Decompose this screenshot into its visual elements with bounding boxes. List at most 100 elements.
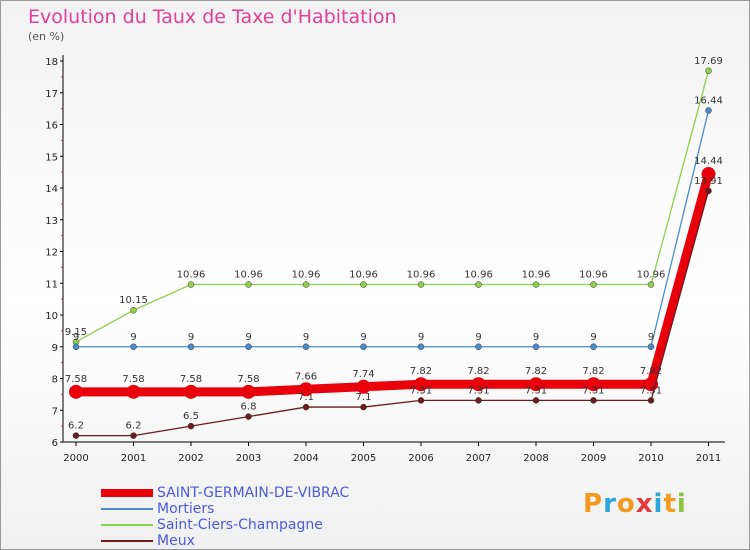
- data-point-mortiers: [187, 343, 195, 350]
- data-label-saint-germain-de-vibrac: 7.82: [410, 366, 432, 377]
- x-tick-label: 2008: [523, 453, 548, 464]
- logo-letter: r: [603, 489, 617, 519]
- data-point-saint-germain-de-vibrac: [241, 384, 256, 399]
- x-tick-label: 2006: [408, 453, 433, 464]
- logo-letter: t: [663, 489, 677, 519]
- data-point-saint-germain-de-vibrac: [701, 167, 716, 182]
- data-label-saint-germain-de-vibrac: 7.58: [180, 374, 202, 385]
- data-label-meux: 7.31: [467, 385, 489, 396]
- data-point-saint-germain-de-vibrac: [586, 377, 601, 392]
- data-label-meux: 7.1: [356, 392, 372, 403]
- y-tick-label: 8: [52, 375, 58, 386]
- data-point-mortiers: [72, 343, 80, 350]
- data-label-mortiers: 9: [303, 332, 309, 343]
- data-label-saint-germain-de-vibrac: 7.82: [467, 366, 489, 377]
- y-tick-label: 16: [45, 121, 58, 132]
- x-tick-label: 2009: [581, 453, 606, 464]
- series-line-saint-ciers-champagne: [75, 70, 710, 343]
- data-point-saint-germain-de-vibrac: [414, 377, 428, 392]
- data-label-mortiers: 9: [648, 332, 654, 343]
- data-label-mortiers: 9: [418, 332, 424, 343]
- data-point-mortiers: [130, 343, 137, 350]
- y-tick-label: 9: [52, 343, 58, 354]
- x-tick-label: 2010: [638, 453, 663, 464]
- data-point-saint-germain-de-vibrac: [184, 384, 198, 399]
- data-point-meux: [360, 403, 367, 411]
- x-tick-label: 2004: [293, 453, 318, 464]
- data-point-meux: [647, 397, 655, 404]
- logo-letter: i: [676, 489, 687, 519]
- logo-letter: x: [635, 489, 654, 519]
- data-label-mortiers: 9: [475, 332, 481, 343]
- data-point-saint-ciers-champagne: [245, 281, 252, 288]
- data-point-meux: [532, 397, 540, 404]
- x-tick-label: 2001: [121, 453, 146, 464]
- y-tick-label: 17: [45, 89, 58, 100]
- data-point-saint-ciers-champagne: [705, 67, 712, 75]
- data-point-meux: [245, 413, 252, 420]
- data-point-mortiers: [532, 343, 540, 350]
- data-point-saint-ciers-champagne: [590, 281, 597, 288]
- data-point-saint-ciers-champagne: [130, 306, 137, 314]
- legend-swatch: [101, 524, 153, 526]
- y-tick-label: 12: [45, 248, 58, 259]
- data-point-meux: [417, 397, 425, 404]
- y-tick-label: 15: [45, 152, 58, 163]
- data-label-mortiers: 9: [533, 332, 539, 343]
- data-point-meux: [187, 422, 195, 430]
- data-point-saint-germain-de-vibrac: [471, 377, 486, 392]
- data-label-meux: 7.31: [525, 385, 547, 396]
- data-point-saint-ciers-champagne: [532, 281, 540, 288]
- data-label-saint-ciers-champagne: 10.96: [292, 270, 321, 281]
- data-point-meux: [475, 397, 482, 404]
- data-label-saint-ciers-champagne: 10.15: [119, 295, 148, 306]
- data-label-saint-germain-de-vibrac: 7.58: [122, 374, 144, 385]
- x-tick-label: 2007: [466, 453, 491, 464]
- data-point-meux: [302, 403, 310, 411]
- legend-label: SAINT-GERMAIN-DE-VIBRAC: [157, 485, 350, 501]
- data-label-meux: 6.2: [68, 421, 84, 432]
- data-label-saint-ciers-champagne: 10.96: [349, 270, 378, 281]
- data-label-mortiers: 9: [245, 332, 251, 343]
- data-label-saint-ciers-champagne: 10.96: [579, 270, 608, 281]
- data-point-meux: [72, 432, 80, 439]
- data-label-saint-germain-de-vibrac: 7.82: [525, 366, 547, 377]
- data-label-meux: 7.1: [298, 392, 314, 403]
- legend-swatch: [101, 540, 153, 542]
- data-label-saint-germain-de-vibrac: 14.44: [694, 156, 723, 167]
- data-label-mortiers: 9: [590, 332, 596, 343]
- data-point-mortiers: [705, 107, 712, 114]
- data-point-saint-ciers-champagne: [475, 281, 482, 288]
- data-point-mortiers: [245, 343, 252, 350]
- x-tick-label: 2005: [351, 453, 376, 464]
- data-point-saint-germain-de-vibrac: [529, 377, 543, 392]
- y-tick-label: 10: [45, 311, 58, 322]
- data-label-mortiers: 9: [360, 332, 366, 343]
- data-point-mortiers: [360, 343, 367, 350]
- proxiti-logo: Proxiti: [583, 489, 687, 519]
- data-point-saint-ciers-champagne: [302, 281, 310, 288]
- unit-label: (en %): [28, 30, 65, 43]
- data-point-saint-germain-de-vibrac: [356, 379, 371, 394]
- data-label-saint-germain-de-vibrac: 7.58: [237, 374, 259, 385]
- data-label-mortiers: 16.44: [694, 96, 723, 107]
- y-tick-label: 18: [45, 57, 58, 68]
- x-tick-label: 2000: [63, 453, 88, 464]
- data-point-meux: [705, 187, 712, 195]
- data-point-saint-ciers-champagne: [647, 281, 655, 288]
- data-label-saint-ciers-champagne: 9.15: [65, 327, 87, 338]
- y-tick-label: 11: [45, 279, 58, 290]
- x-tick-label: 2002: [178, 453, 203, 464]
- series-line-mortiers: [76, 110, 710, 348]
- legend-swatch: [101, 508, 153, 510]
- data-point-meux: [590, 397, 597, 404]
- y-tick-label: 13: [45, 216, 58, 227]
- data-point-saint-germain-de-vibrac: [126, 384, 141, 399]
- data-label-meux: 13.91: [694, 176, 723, 187]
- data-label-saint-germain-de-vibrac: 7.66: [295, 371, 317, 382]
- data-label-mortiers: 9: [130, 332, 136, 343]
- data-point-saint-germain-de-vibrac: [69, 384, 83, 399]
- data-label-saint-ciers-champagne: 10.96: [177, 270, 206, 281]
